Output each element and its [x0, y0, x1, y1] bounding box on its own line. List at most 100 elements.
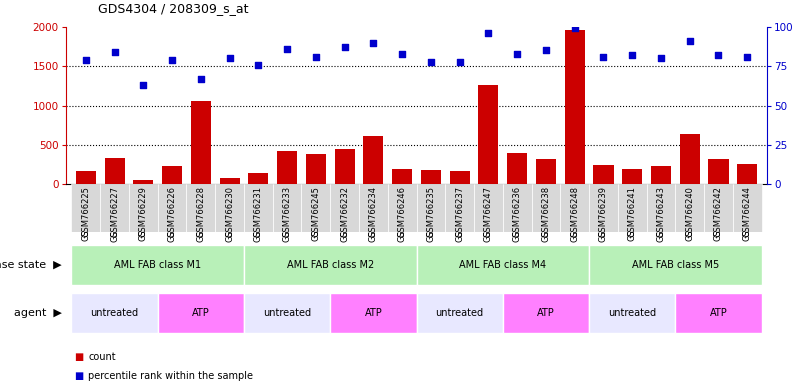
Text: GDS4304 / 208309_s_at: GDS4304 / 208309_s_at — [98, 2, 248, 15]
Bar — [565, 30, 585, 184]
Bar — [219, 179, 239, 184]
Text: GSM766247: GSM766247 — [484, 186, 493, 237]
Point — [482, 30, 495, 36]
Text: percentile rank within the sample: percentile rank within the sample — [88, 371, 253, 381]
Point — [712, 52, 725, 58]
Text: ATP: ATP — [710, 308, 727, 318]
Text: GSM766245: GSM766245 — [312, 186, 320, 237]
Point — [166, 57, 179, 63]
Text: untreated: untreated — [608, 308, 656, 318]
Bar — [71, 184, 100, 232]
Point — [252, 61, 265, 68]
Text: AML FAB class M1: AML FAB class M1 — [115, 260, 201, 270]
Bar — [421, 170, 441, 184]
Point — [195, 76, 207, 82]
Text: GSM766234: GSM766234 — [369, 186, 378, 237]
Point — [511, 51, 524, 57]
Text: ATP: ATP — [364, 308, 382, 318]
Bar — [507, 153, 527, 184]
Text: GSM766237: GSM766237 — [455, 186, 464, 237]
Bar — [244, 184, 272, 232]
Text: GSM766228: GSM766228 — [196, 186, 205, 237]
Text: untreated: untreated — [263, 308, 311, 318]
Bar — [71, 245, 244, 285]
Bar — [244, 245, 417, 285]
Text: GSM766233: GSM766233 — [283, 186, 292, 237]
Point — [425, 58, 437, 65]
Bar — [417, 293, 503, 333]
Bar — [675, 184, 704, 232]
Point — [540, 47, 553, 53]
Text: AML FAB class M5: AML FAB class M5 — [632, 260, 719, 270]
Bar — [503, 293, 589, 333]
Bar — [364, 136, 384, 184]
Bar — [675, 293, 762, 333]
Bar — [618, 184, 646, 232]
Point — [280, 46, 293, 52]
Text: disease state  ▶: disease state ▶ — [0, 260, 62, 270]
Text: GSM766246: GSM766246 — [397, 186, 407, 237]
Bar — [478, 85, 498, 184]
Bar — [392, 169, 413, 184]
Bar — [187, 184, 215, 232]
Bar — [158, 184, 187, 232]
Bar — [100, 184, 129, 232]
Point — [597, 54, 610, 60]
Text: GSM766243: GSM766243 — [657, 186, 666, 237]
Bar — [589, 184, 618, 232]
Text: agent  ▶: agent ▶ — [14, 308, 62, 318]
Bar — [330, 184, 359, 232]
Bar — [651, 166, 671, 184]
Text: GSM766230: GSM766230 — [225, 186, 234, 237]
Text: GSM766232: GSM766232 — [340, 186, 349, 237]
Bar — [388, 184, 417, 232]
Bar — [536, 159, 556, 184]
Point — [396, 51, 409, 57]
Text: ■: ■ — [74, 352, 83, 362]
Text: GSM766229: GSM766229 — [139, 186, 148, 237]
Point — [137, 82, 150, 88]
Bar — [594, 165, 614, 184]
Bar — [561, 184, 589, 232]
Bar — [133, 180, 153, 184]
Bar — [129, 184, 158, 232]
Bar — [158, 293, 244, 333]
Point — [79, 57, 92, 63]
Bar — [737, 164, 757, 184]
Bar — [449, 171, 469, 184]
Text: ■: ■ — [74, 371, 83, 381]
Bar — [162, 166, 182, 184]
Bar — [71, 293, 158, 333]
Bar — [335, 149, 355, 184]
Point — [338, 44, 351, 50]
Point — [683, 38, 696, 44]
Text: GSM766240: GSM766240 — [685, 186, 694, 237]
Text: ATP: ATP — [537, 308, 555, 318]
Bar — [733, 184, 762, 232]
Text: GSM766239: GSM766239 — [599, 186, 608, 237]
Point — [654, 55, 667, 61]
Bar — [417, 184, 445, 232]
Text: AML FAB class M2: AML FAB class M2 — [287, 260, 374, 270]
Point — [453, 58, 466, 65]
Bar — [622, 169, 642, 184]
Bar — [244, 293, 330, 333]
Bar — [704, 184, 733, 232]
Bar — [503, 184, 532, 232]
Bar — [679, 134, 700, 184]
Text: GSM766238: GSM766238 — [541, 186, 550, 237]
Text: GSM766225: GSM766225 — [82, 186, 91, 237]
Point — [108, 49, 121, 55]
Bar — [417, 245, 589, 285]
Bar — [589, 293, 675, 333]
Text: AML FAB class M4: AML FAB class M4 — [459, 260, 546, 270]
Bar — [474, 184, 503, 232]
Text: GSM766227: GSM766227 — [110, 186, 119, 237]
Bar — [215, 184, 244, 232]
Bar — [532, 184, 561, 232]
Point — [309, 54, 322, 60]
Bar — [272, 184, 301, 232]
Point — [741, 54, 754, 60]
Text: untreated: untreated — [436, 308, 484, 318]
Bar — [708, 159, 729, 184]
